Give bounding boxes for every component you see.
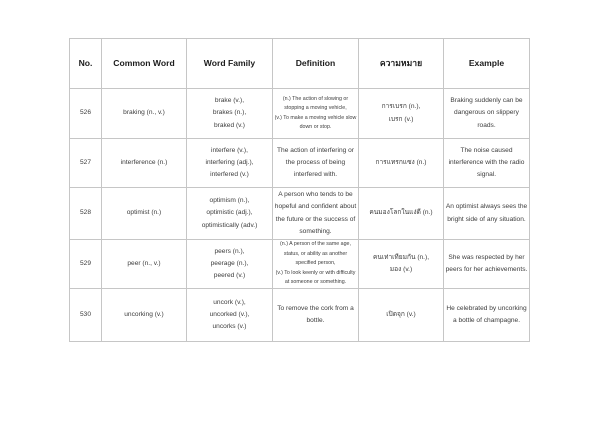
cell-meaning-thai: เปิดจุก (v.) <box>358 288 444 342</box>
cell-common-word: peer (n., v.) <box>101 239 187 289</box>
cell-word-family: uncork (v.), uncorked (v.), uncorks (v.) <box>186 288 273 342</box>
cell-example: He celebrated by uncorking a bottle of c… <box>443 288 530 342</box>
col-header-common-word: Common Word <box>101 38 187 89</box>
col-header-example: Example <box>443 38 530 89</box>
col-header-word-family: Word Family <box>186 38 273 89</box>
cell-example: She was respected by her peers for her a… <box>443 239 530 289</box>
cell-word-family: optimism (n.), optimistic (adj.), optimi… <box>186 187 273 240</box>
vocabulary-table: No. Common Word Word Family Definition ค… <box>69 38 530 342</box>
header-row: No. Common Word Word Family Definition ค… <box>69 38 530 89</box>
cell-word-family: peers (n.), peerage (n.), peered (v.) <box>186 239 273 289</box>
table-row: 529 peer (n., v.) peers (n.), peerage (n… <box>69 239 530 289</box>
cell-word-family: interfere (v.), interfering (adj.), inte… <box>186 138 273 188</box>
cell-no: 527 <box>69 138 102 188</box>
cell-no: 529 <box>69 239 102 289</box>
cell-meaning-thai: คนเท่าเทียมกัน (n.), มอง (v.) <box>358 239 444 289</box>
table-row: 526 braking (n., v.) brake (v.), brakes … <box>69 88 530 139</box>
cell-common-word: interference (n.) <box>101 138 187 188</box>
col-header-no: No. <box>69 38 102 89</box>
cell-definition: To remove the cork from a bottle. <box>272 288 359 342</box>
cell-meaning-thai: การเบรก (n.), เบรก (v.) <box>358 88 444 139</box>
cell-example: The noise caused interference with the r… <box>443 138 530 188</box>
table-header: No. Common Word Word Family Definition ค… <box>69 38 530 89</box>
cell-no: 530 <box>69 288 102 342</box>
cell-definition: The action of interfering or the process… <box>272 138 359 188</box>
cell-meaning-thai: การแทรกแซง (n.) <box>358 138 444 188</box>
cell-definition: (n.) The action of slowing or stopping a… <box>272 88 359 139</box>
cell-common-word: optimist (n.) <box>101 187 187 240</box>
table-row: 527 interference (n.) interfere (v.), in… <box>69 138 530 188</box>
cell-common-word: braking (n., v.) <box>101 88 187 139</box>
cell-definition: A person who tends to be hopeful and con… <box>272 187 359 240</box>
table-body: 526 braking (n., v.) brake (v.), brakes … <box>69 88 530 342</box>
cell-no: 526 <box>69 88 102 139</box>
table-row: 528 optimist (n.) optimism (n.), optimis… <box>69 187 530 240</box>
cell-common-word: uncorking (v.) <box>101 288 187 342</box>
cell-example: Braking suddenly can be dangerous on sli… <box>443 88 530 139</box>
col-header-definition: Definition <box>272 38 359 89</box>
col-header-meaning-thai: ความหมาย <box>358 38 444 89</box>
cell-example: An optimist always sees the bright side … <box>443 187 530 240</box>
table-row: 530 uncorking (v.) uncork (v.), uncorked… <box>69 288 530 342</box>
cell-no: 528 <box>69 187 102 240</box>
cell-word-family: brake (v.), brakes (n.), braked (v.) <box>186 88 273 139</box>
cell-meaning-thai: คนมองโลกในแง่ดี (n.) <box>358 187 444 240</box>
cell-definition: (n.) A person of the same age, status, o… <box>272 239 359 289</box>
